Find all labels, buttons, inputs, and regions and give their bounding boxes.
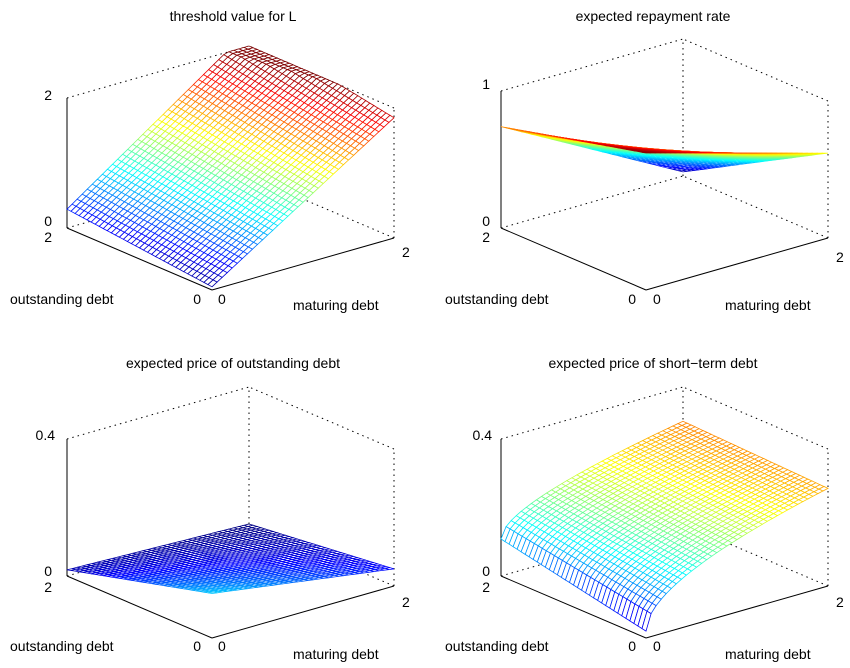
subplot-title: expected price of short−term debt (549, 355, 758, 371)
grid-line (500, 386, 684, 440)
x-axis-line (645, 585, 829, 639)
y-tick-far: 2 (482, 229, 490, 245)
subplot-threshold: threshold value for L 2 0 2 0 0 2 outsta… (10, 8, 410, 313)
x-axis-line (211, 585, 395, 639)
subplot-outstanding-price: expected price of outstanding debt 0.4 0… (10, 355, 410, 662)
x-axis-label: maturing debt (293, 646, 379, 662)
x-axis-label: maturing debt (725, 297, 811, 313)
grid-line (500, 175, 684, 229)
z-tick-bottom: 0 (44, 213, 52, 229)
subplot-short-term-price: expected price of short−term debt 0.4 0 … (445, 355, 844, 662)
surface-plot (66, 45, 395, 288)
y-tick-far: 2 (44, 579, 52, 595)
x-tick-near: 0 (218, 291, 226, 307)
y-tick-near: 0 (193, 291, 201, 307)
y-axis-line (66, 227, 213, 291)
axes-box (66, 386, 395, 639)
subplot-repayment: expected repayment rate 1 0 2 0 0 2 outs… (445, 8, 844, 313)
z-tick-bottom: 0 (482, 213, 490, 229)
surface-plot (66, 523, 395, 594)
y-axis-label: outstanding debt (10, 638, 114, 654)
grid-line (500, 38, 684, 92)
grid-line (248, 386, 395, 450)
y-tick-far: 2 (44, 229, 52, 245)
surface-cell (207, 279, 218, 288)
y-axis-label: outstanding debt (445, 291, 549, 307)
y-tick-near: 0 (628, 291, 636, 307)
y-axis-label: outstanding debt (10, 291, 114, 307)
x-tick-far: 2 (402, 594, 410, 610)
surface-cell (641, 151, 652, 154)
z-tick-bottom: 0 (44, 563, 52, 579)
grid-line (682, 175, 829, 239)
x-tick-near: 0 (653, 291, 661, 307)
z-tick-top: 0.4 (36, 427, 56, 443)
x-tick-far: 2 (402, 244, 410, 260)
y-axis-line (500, 227, 647, 291)
z-tick-top: 1 (482, 76, 490, 92)
subplot-title: expected repayment rate (576, 8, 731, 24)
grid-line (66, 386, 250, 440)
y-tick-near: 0 (193, 638, 201, 654)
subplot-title: threshold value for L (170, 8, 297, 24)
x-tick-near: 0 (218, 638, 226, 654)
x-axis-label: maturing debt (293, 297, 379, 313)
grid-line (66, 45, 250, 99)
grid-line (682, 38, 829, 102)
subplot-title: expected price of outstanding debt (126, 355, 340, 371)
x-axis-line (645, 237, 829, 291)
z-tick-top: 2 (44, 87, 52, 103)
surface-plot (500, 126, 829, 173)
x-axis-line (211, 237, 395, 291)
surface-cell (207, 591, 218, 594)
x-tick-far: 2 (836, 249, 844, 265)
